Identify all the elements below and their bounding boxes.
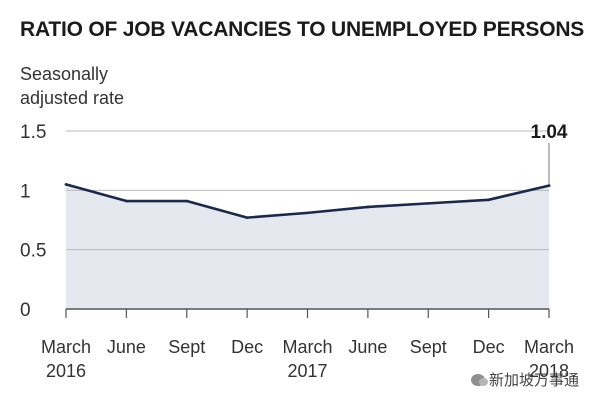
x-tick-label: June [107, 337, 146, 357]
data-point [366, 205, 370, 209]
annotation-label: 1.04 [531, 122, 568, 143]
x-tick-label: Sept [168, 337, 205, 357]
watermark-text: 新加坡万事通 [488, 372, 579, 389]
x-tick-label: March [41, 337, 91, 357]
data-point [426, 202, 430, 205]
x-tick-label: Dec [231, 337, 263, 357]
data-point [64, 183, 68, 186]
x-year-label: 2017 [287, 361, 327, 381]
y-tick-label: 1.5 [20, 122, 46, 143]
data-point [185, 199, 189, 203]
y-tick-label: 0 [20, 300, 31, 321]
x-tick-label: Sept [410, 337, 447, 357]
data-point [547, 184, 551, 187]
y-tick-label: 1 [20, 181, 31, 202]
area-fill [66, 184, 549, 309]
y-tick-label: 0.5 [20, 241, 46, 262]
data-point [125, 199, 128, 203]
data-point [306, 211, 309, 215]
data-point [245, 216, 249, 219]
chart-title: RATIO OF JOB VACANCIES TO UNEMPLOYED PER… [20, 18, 585, 41]
x-tick-label: Dec [473, 337, 505, 357]
x-tick-label: March [282, 337, 332, 357]
y-axis-label: Seasonally adjusted rate [20, 64, 125, 108]
x-tick-label: March [524, 337, 574, 357]
x-year-label: 2018 [529, 361, 569, 381]
wechat-icon [470, 373, 488, 386]
data-point [487, 198, 490, 202]
x-year-label: 2016 [46, 361, 86, 381]
watermark: 新加坡万事通 [470, 369, 579, 390]
x-tick-label: June [348, 337, 387, 357]
